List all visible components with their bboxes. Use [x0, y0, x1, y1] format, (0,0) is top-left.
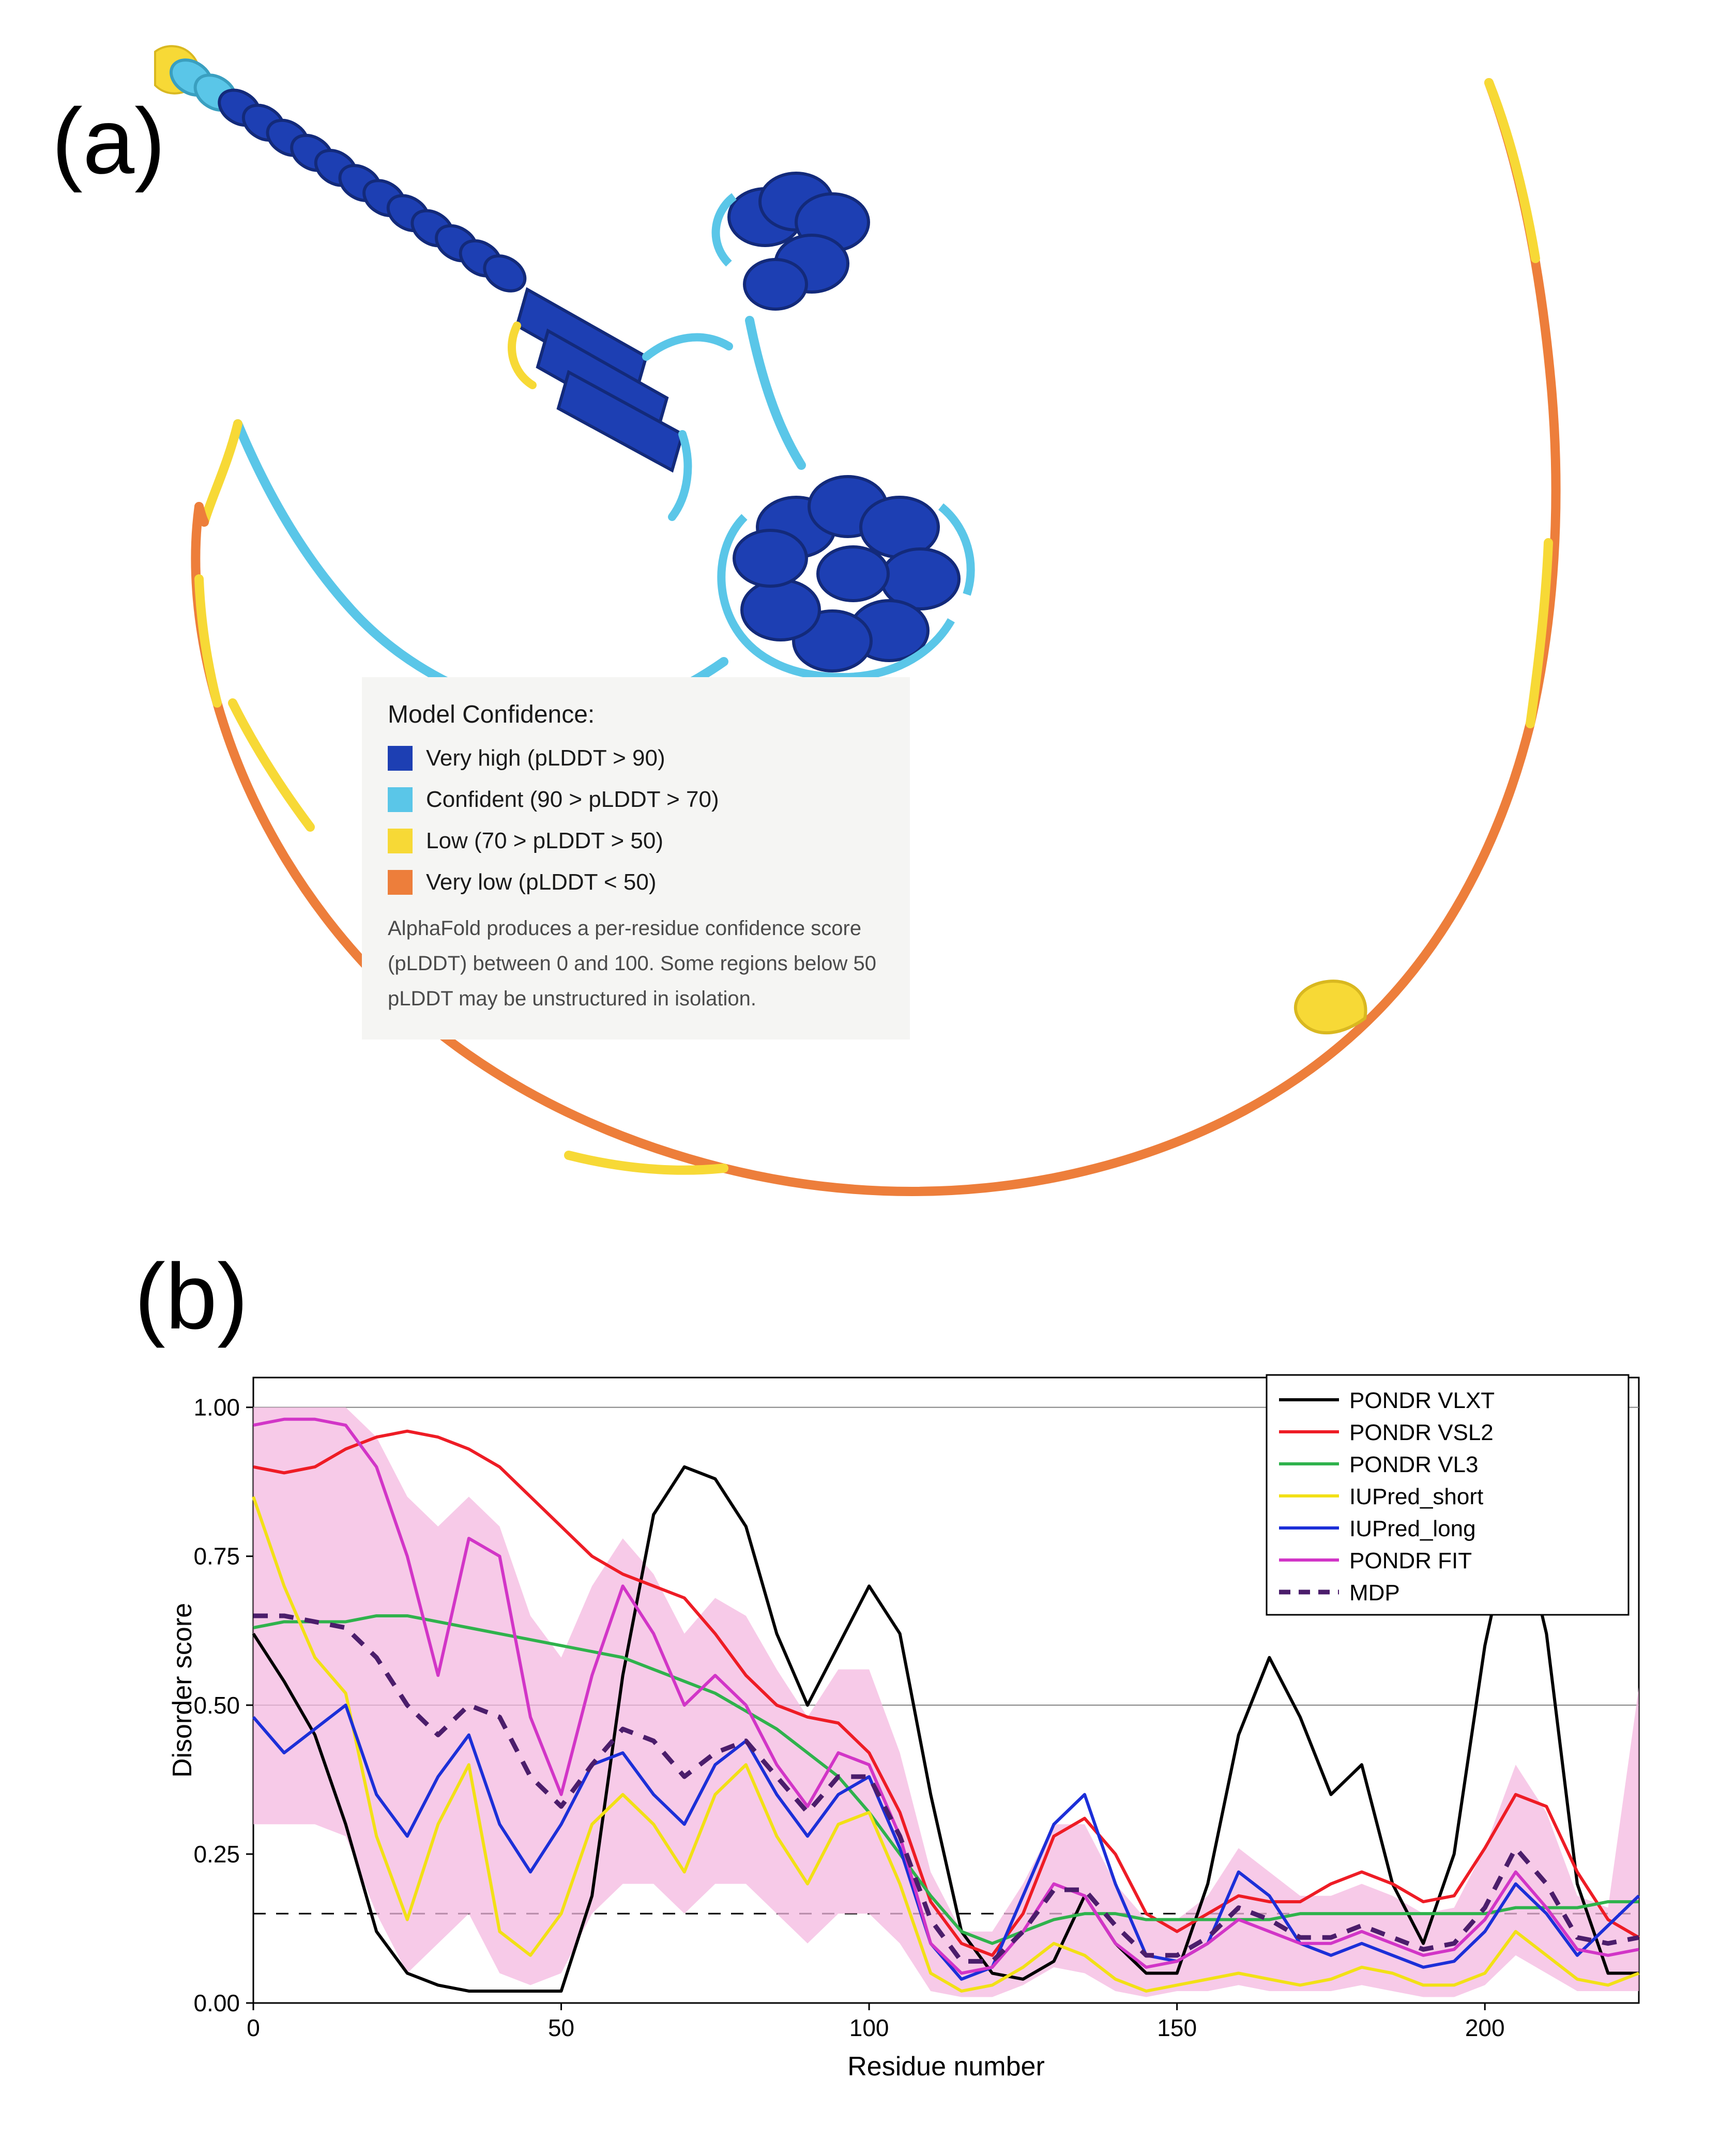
beta-sheet-cluster: [512, 289, 729, 517]
connector-low-seg: [204, 424, 238, 522]
chart-svg: 0.00 0.25 0.50 0.75 1.00 0 50 100 150 200 Disorder…: [165, 1367, 1654, 2091]
ytick-label: 0.50: [193, 1692, 240, 1719]
series-legend-label: IUPred_short: [1349, 1484, 1483, 1509]
loop-low-seg4: [233, 703, 310, 827]
loop-low-seg5: [199, 579, 217, 703]
xtick-label: 100: [849, 2014, 889, 2041]
y-axis-title: Disorder score: [168, 1603, 197, 1778]
xtick-label: 50: [548, 2014, 574, 2041]
series-legend-label: MDP: [1349, 1580, 1400, 1605]
series-legend: PONDR VLXT PONDR VSL2 PONDR VL3 IUPred_shor…: [1267, 1375, 1628, 1615]
xtick-label: 0: [247, 2014, 260, 2041]
xtick-label: 200: [1465, 2014, 1505, 2041]
legend-item-text: Very high (pLDDT > 90): [426, 745, 665, 771]
legend-swatch: [388, 829, 413, 853]
ytick-label: 0.00: [193, 1990, 240, 2016]
x-axis-title: Residue number: [847, 2052, 1045, 2082]
legend-swatch: [388, 787, 413, 812]
connector-verylow-seg: [199, 507, 204, 522]
inter-domain-linker: [750, 320, 801, 465]
protein-structure-illustration: [0, 0, 1720, 1238]
panel-b-label: (b): [134, 1243, 248, 1350]
loop-small-helix: [1296, 981, 1366, 1033]
legend-item-text: Confident (90 > pLDDT > 70): [426, 787, 719, 813]
legend-item-text: Low (70 > pLDDT > 50): [426, 828, 663, 854]
ytick-label: 1.00: [193, 1394, 240, 1421]
legend-swatch: [388, 870, 413, 895]
legend-swatch: [388, 746, 413, 771]
series-legend-label: PONDR FIT: [1349, 1548, 1472, 1573]
legend-description: AlphaFold produces a per-residue confide…: [388, 911, 884, 1016]
connector-to-loop: [238, 424, 724, 715]
disorder-chart: 0.00 0.25 0.50 0.75 1.00 0 50 100 150 200 Disorder…: [165, 1367, 1654, 2091]
legend-title: Model Confidence:: [388, 700, 884, 729]
legend-item-text: Very low (pLDDT < 50): [426, 869, 656, 895]
series-legend-label: PONDR VLXT: [1349, 1388, 1495, 1413]
legend-item-0: Very high (pLDDT > 90): [388, 745, 884, 771]
panel-a: (a): [0, 0, 1720, 1238]
legend-item-2: Low (70 > pLDDT > 50): [388, 828, 884, 854]
n-terminal-helix: [155, 46, 531, 298]
series-legend-label: IUPred_long: [1349, 1516, 1476, 1541]
panel-b: (b) 0.00 0.25 0.50 0.75 1.00 0 50 100 150 200 Diso…: [0, 1238, 1720, 2156]
legend-item-1: Confident (90 > pLDDT > 70): [388, 787, 884, 813]
series-legend-label: PONDR VSL2: [1349, 1420, 1494, 1445]
ytick-label: 0.75: [193, 1543, 240, 1570]
upper-helix-cluster: [716, 173, 869, 309]
legend-item-3: Very low (pLDDT < 50): [388, 869, 884, 895]
lower-helix-bundle: [721, 477, 970, 677]
series-legend-label: PONDR VL3: [1349, 1452, 1478, 1477]
ytick-label: 0.25: [193, 1841, 240, 1868]
xtick-label: 150: [1157, 2014, 1197, 2041]
confidence-legend: Model Confidence: Very high (pLDDT > 90)…: [362, 677, 910, 1039]
